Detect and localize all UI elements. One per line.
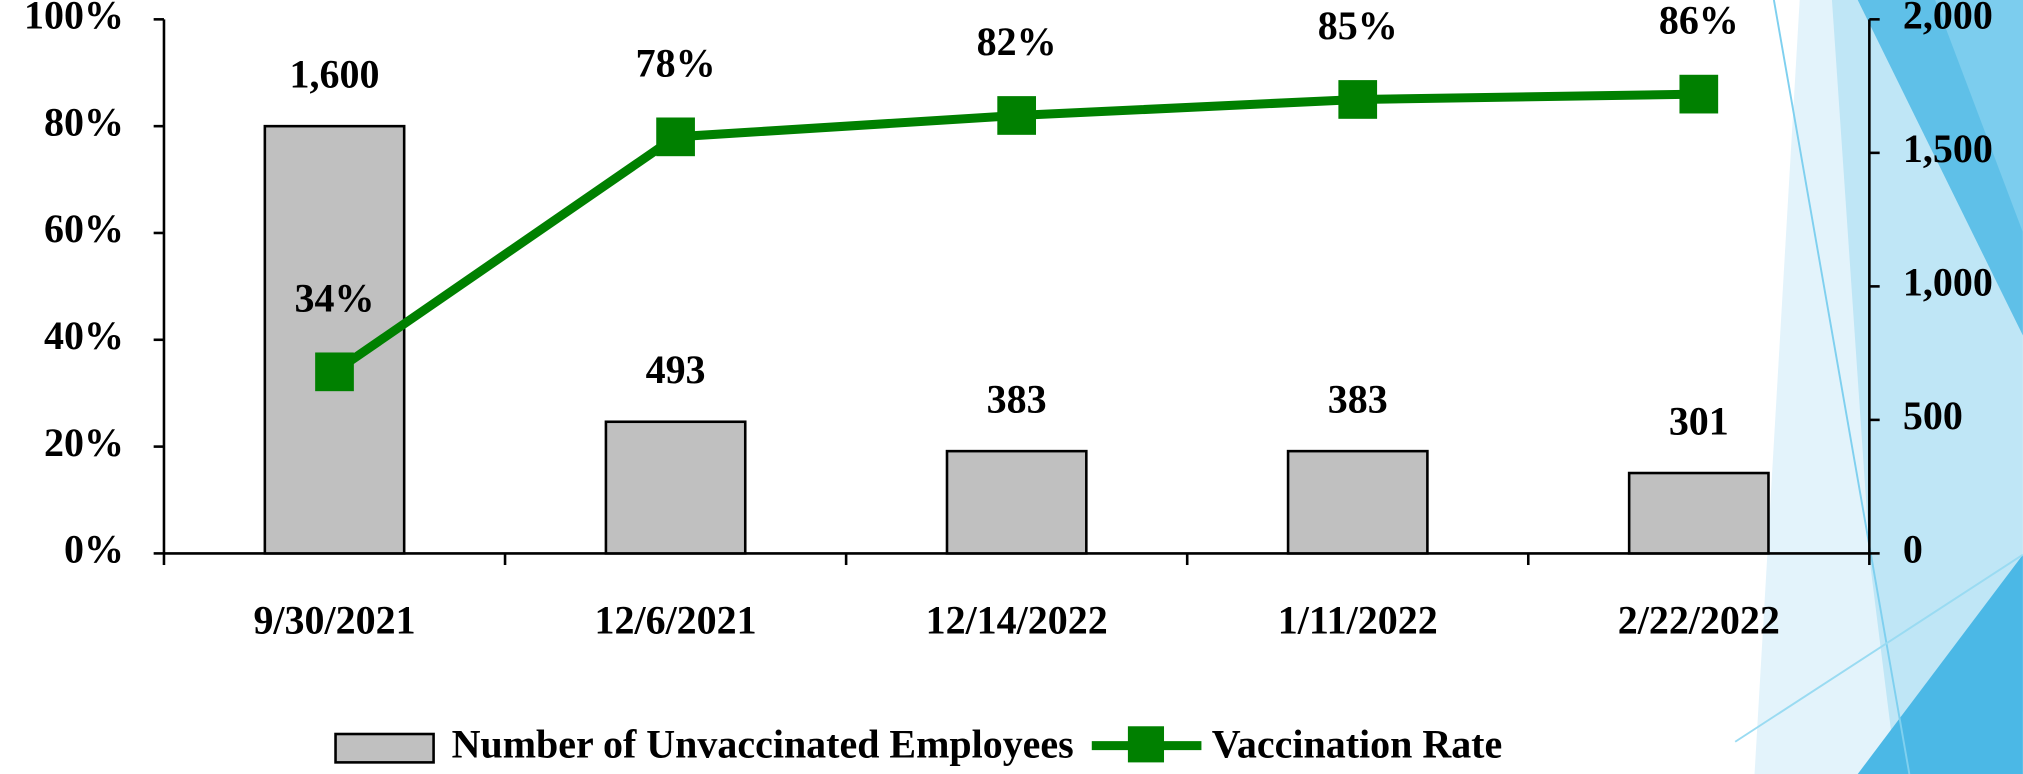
bar-value-label: 383 (987, 377, 1047, 422)
y2-tick-label: 1,500 (1903, 126, 1993, 171)
legend-label: Number of Unvaccinated Employees (452, 721, 1074, 766)
x-tick-label: 2/22/2022 (1618, 598, 1780, 643)
y-tick-label: 20% (44, 420, 124, 465)
y2-tick-label: 1,000 (1903, 260, 1993, 305)
y2-tick-label: 0 (1903, 527, 1923, 572)
line-value-label: 34% (295, 275, 375, 320)
legend-swatch (1128, 726, 1164, 762)
legend-label: Vaccination Rate (1212, 721, 1503, 766)
bar (947, 451, 1086, 553)
y2-tick-label: 2,000 (1903, 0, 1993, 38)
line (335, 94, 1699, 372)
plot: 0% 20% 40% 60% 80% 100% 0 500 1,000 1,500 2,000 9/3… (24, 0, 1993, 766)
x-tick-label: 9/30/2021 (253, 598, 415, 643)
bar-value-label: 1,600 (290, 52, 380, 97)
y-tick-label: 0% (64, 527, 124, 572)
y2-tick-label: 500 (1903, 393, 1963, 438)
x-tick-label: 12/6/2021 (595, 598, 757, 643)
bar (1288, 451, 1427, 553)
bar (1629, 473, 1768, 553)
line-marker (997, 96, 1036, 135)
line-value-label: 86% (1659, 0, 1739, 43)
bar-value-label: 383 (1328, 377, 1388, 422)
y-tick-label: 80% (44, 99, 124, 144)
x-tick-label: 1/11/2022 (1278, 598, 1438, 643)
line-marker (1679, 75, 1718, 114)
x-tick-label: 12/14/2022 (926, 598, 1108, 643)
line-value-label: 82% (977, 19, 1057, 64)
y-tick-label: 100% (24, 0, 124, 38)
bar-value-label: 493 (646, 347, 706, 392)
decoration (1735, 0, 2023, 774)
bar (606, 422, 745, 554)
line-marker (1338, 80, 1377, 119)
line-marker (656, 117, 695, 156)
legend-swatch (336, 734, 434, 762)
chart: 0% 20% 40% 60% 80% 100% 0 500 1,000 1,500 2,000 9/3… (0, 0, 2023, 774)
line-value-label: 85% (1318, 3, 1398, 48)
bar-value-label: 301 (1669, 398, 1729, 443)
line-marker (315, 352, 354, 391)
y-tick-label: 40% (44, 313, 124, 358)
y-tick-label: 60% (44, 206, 124, 251)
line-value-label: 78% (636, 40, 716, 85)
